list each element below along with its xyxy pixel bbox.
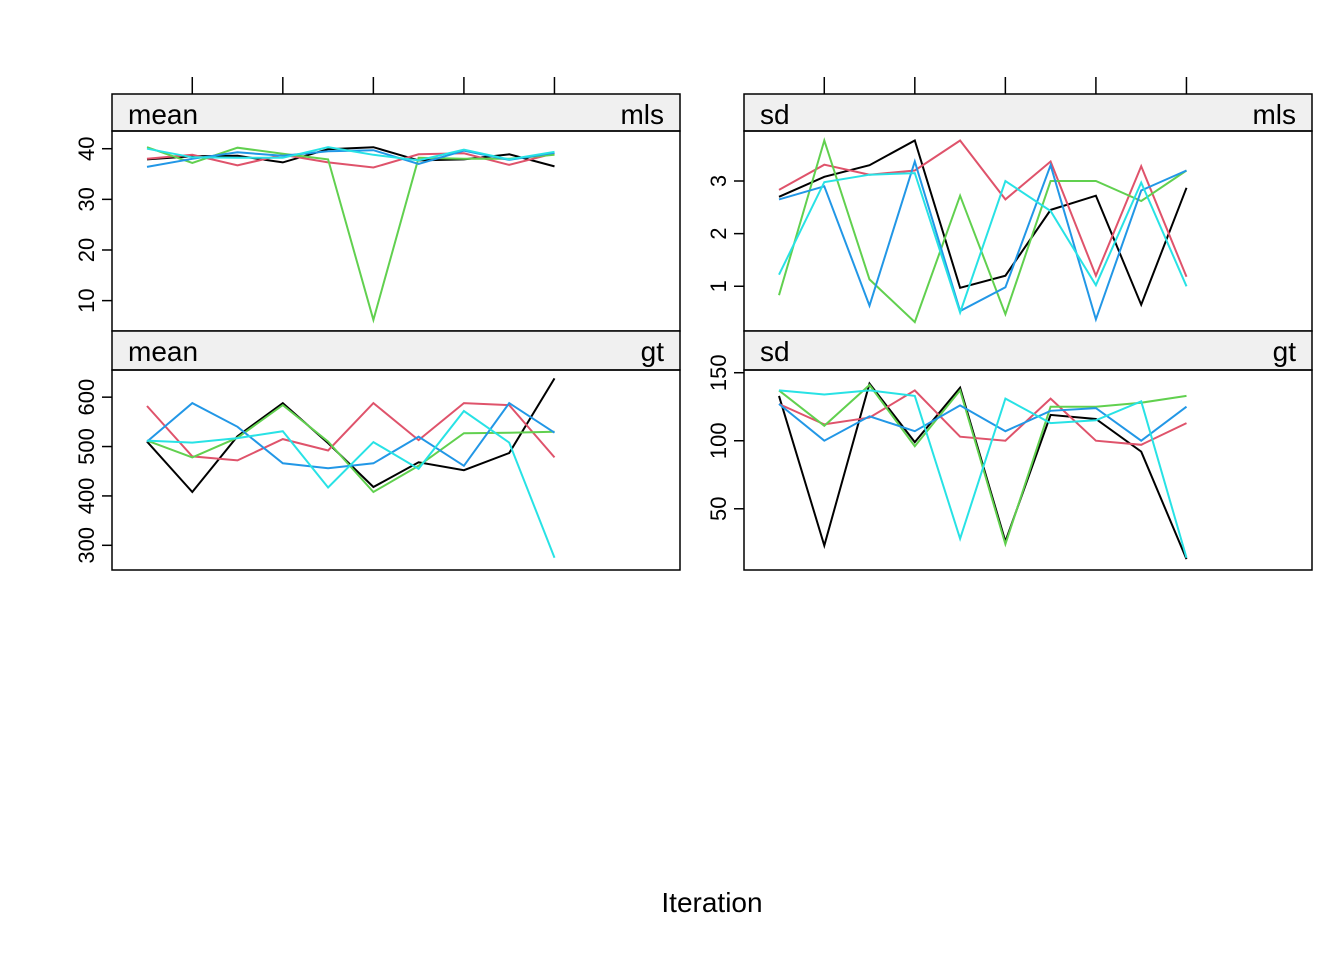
strip-variable-label: mls <box>620 99 664 130</box>
y-tick-label: 600 <box>74 379 99 416</box>
panel-strip <box>743 93 1313 132</box>
y-tick-label: 300 <box>74 527 99 564</box>
series-line-1 <box>146 377 556 494</box>
strip-stat-label: sd <box>760 99 790 130</box>
y-tick-label: 400 <box>74 478 99 515</box>
y-tick-label: 150 <box>706 354 731 391</box>
y-tick-label: 2 <box>706 228 731 240</box>
strip-stat-label: mean <box>128 336 198 367</box>
x-axis-label: Iteration <box>661 887 762 918</box>
panel-strip <box>743 330 1313 371</box>
y-tick-label: 10 <box>74 288 99 312</box>
panel-frame <box>743 130 1313 332</box>
series-line-4 <box>778 158 1187 323</box>
series-line-5 <box>146 409 556 559</box>
y-tick-label: 100 <box>706 422 731 459</box>
panel-strip <box>111 93 681 132</box>
strip-stat-label: mean <box>128 99 198 130</box>
series-line-2 <box>146 401 556 462</box>
strip-variable-label: gt <box>1273 336 1297 367</box>
series-line-3 <box>778 137 1188 324</box>
y-tick-label: 40 <box>74 136 99 160</box>
series-line-5 <box>146 146 555 162</box>
y-tick-label: 20 <box>74 238 99 262</box>
y-tick-label: 500 <box>74 428 99 465</box>
panel-strip <box>111 330 681 371</box>
y-tick-label: 30 <box>74 187 99 211</box>
y-tick-label: 3 <box>706 175 731 187</box>
series-line-5 <box>778 389 1188 559</box>
series-line-3 <box>146 403 555 494</box>
series-line-2 <box>778 389 1187 446</box>
strip-stat-label: sd <box>760 336 790 367</box>
strip-variable-label: gt <box>641 336 665 367</box>
y-tick-label: 50 <box>706 497 731 521</box>
y-tick-label: 1 <box>706 280 731 292</box>
panel-frame <box>743 369 1313 571</box>
panel-frame <box>111 369 681 571</box>
strip-variable-label: mls <box>1252 99 1296 130</box>
series-line-1 <box>778 139 1188 308</box>
series-line-5 <box>778 172 1188 316</box>
series-line-2 <box>778 139 1188 279</box>
series-line-3 <box>146 146 555 324</box>
series-line-4 <box>778 403 1188 442</box>
